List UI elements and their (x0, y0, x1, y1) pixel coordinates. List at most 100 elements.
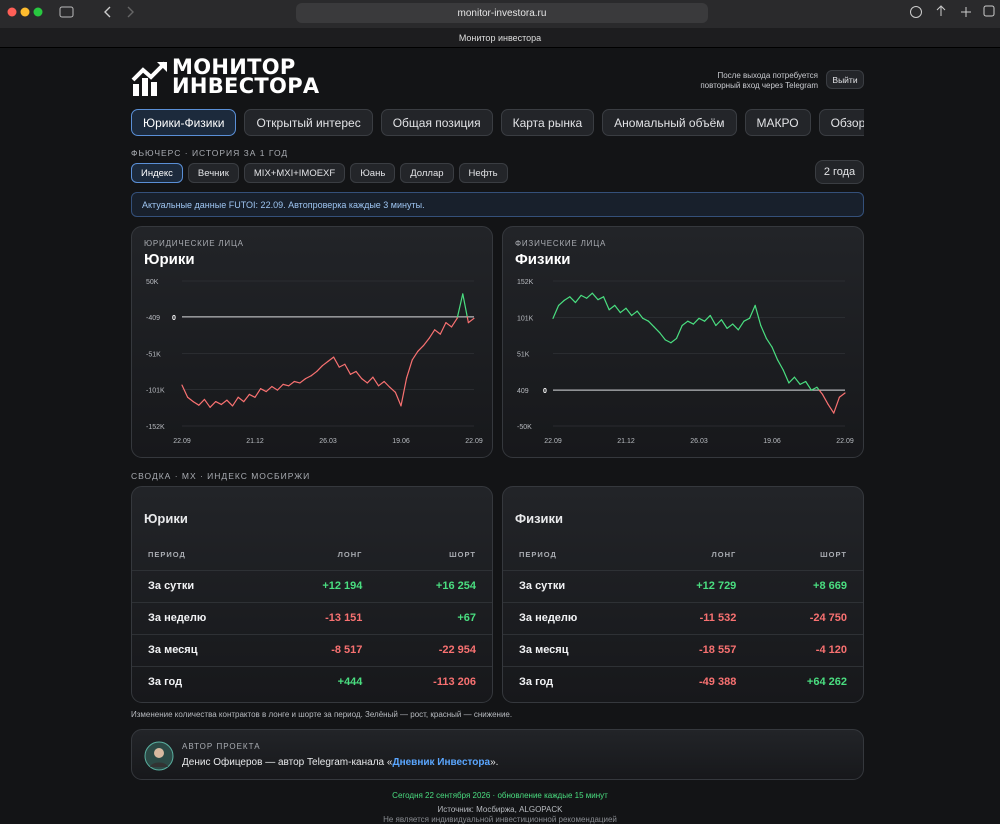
line-segment (828, 404, 834, 413)
line-segment (182, 385, 188, 397)
period-cell: За неделю (503, 602, 642, 634)
address-bar[interactable]: monitor-investora.ru (296, 3, 708, 23)
line-segment (609, 305, 615, 309)
line-segment (677, 326, 683, 339)
nav-tab[interactable]: Общая позиция (381, 109, 493, 136)
filter-chip[interactable]: MIX+MXI+IMOEXF (244, 163, 345, 183)
line-segment (429, 330, 435, 339)
line-segment (356, 371, 362, 378)
row: За сутки+12 729+8 669 (503, 570, 863, 602)
close[interactable] (8, 8, 17, 17)
x-tick-label: 22.09 (836, 438, 854, 445)
period-button[interactable]: 2 года (815, 160, 864, 184)
filter-chip[interactable]: Нефть (459, 163, 508, 183)
line-segment (283, 384, 289, 385)
column-header: ЛОНГ (642, 540, 753, 570)
value-cell: -18 557 (642, 634, 753, 666)
info-text: Актуальные данные FUTOI: 22.09. Автопров… (142, 200, 425, 210)
nav-tab[interactable]: Аномальный объём (602, 109, 736, 136)
line-segment (553, 305, 559, 318)
value-cell: +64 262 (752, 666, 863, 698)
nav-tab[interactable]: Открытый интерес (244, 109, 372, 136)
line-segment (620, 308, 626, 312)
filter-chip[interactable]: Индекс (131, 163, 183, 183)
x-tick-label: 19.06 (763, 438, 781, 445)
y-tick-label: 51K (517, 352, 530, 359)
line-segment (446, 323, 452, 327)
line-segment (345, 364, 351, 374)
column-header: ПЕРИОД (132, 540, 269, 570)
value-cell: -13 151 (269, 602, 378, 634)
column-header: ШОРТ (752, 540, 863, 570)
line-segment (227, 400, 233, 406)
y-tick-label: 101K (517, 316, 534, 323)
x-tick-label: 22.09 (544, 438, 562, 445)
forward[interactable] (128, 7, 133, 17)
x-tick-label: 22.09 (465, 438, 483, 445)
line-segment (682, 321, 688, 325)
line-segment (671, 338, 677, 342)
line-segment (350, 371, 356, 374)
tabs[interactable] (984, 6, 994, 16)
line-segment (575, 295, 581, 302)
nav-tab[interactable]: Обзор новостей (819, 109, 864, 136)
line-segment (823, 394, 829, 404)
line-segment (401, 378, 407, 406)
nav-tab[interactable]: Юрики-Физики (131, 109, 236, 136)
zoom[interactable] (34, 8, 43, 17)
nav-tab[interactable]: МАКРО (745, 109, 811, 136)
line-segment (193, 402, 199, 406)
back[interactable] (105, 7, 110, 17)
line-segment (738, 321, 744, 330)
downloads[interactable] (911, 7, 922, 18)
row: За сутки+12 194+16 254 (132, 570, 492, 602)
sidebar[interactable] (60, 7, 73, 17)
section-label: ФЬЮЧЕРС · ИСТОРИЯ ЗА 1 ГОД (131, 148, 288, 158)
y-tick-label: -101K (146, 387, 165, 394)
line-segment (665, 340, 671, 343)
filter-chip[interactable]: Юань (350, 163, 395, 183)
line-segment (322, 361, 328, 365)
new-tab[interactable] (961, 7, 971, 17)
x-tick-label: 26.03 (690, 438, 708, 445)
line-segment (778, 360, 784, 370)
x-tick-label: 22.09 (173, 438, 191, 445)
period-cell: За месяц (132, 634, 269, 666)
value-cell: +12 729 (642, 570, 753, 602)
line-segment (328, 357, 334, 361)
row: За неделю-11 532-24 750 (503, 602, 863, 634)
tab[interactable]: Монитор инвестора (0, 33, 1000, 43)
share[interactable] (937, 6, 945, 16)
chart-title: Юрики (144, 251, 195, 268)
line-segment (362, 379, 368, 383)
line-segment (598, 297, 604, 300)
line-segment (204, 399, 210, 407)
filter-chip[interactable]: Доллар (400, 163, 453, 183)
line-segment (423, 338, 429, 345)
line-segment (761, 326, 767, 339)
row: За год-49 388+64 262 (503, 666, 863, 698)
line-segment (721, 320, 727, 329)
chart-title: Физики (515, 251, 570, 268)
line-segment (255, 389, 261, 398)
logo-line: ИНВЕСТОРА (172, 77, 319, 96)
y-tick-label: -51K (146, 352, 161, 359)
logout-button[interactable]: Выйти (826, 70, 864, 89)
line-segment (626, 308, 632, 315)
table-title: Юрики (132, 487, 492, 540)
note: Изменение количества контрактов в лонге … (131, 710, 512, 719)
minimize[interactable] (21, 8, 30, 17)
filter-chip[interactable]: Вечник (188, 163, 239, 183)
line-segment (221, 400, 227, 404)
line-segment (699, 318, 705, 321)
line-segment (463, 294, 467, 317)
line-segment (452, 318, 458, 327)
author-link[interactable]: Дневник Инвестора (392, 757, 490, 768)
line-segment (468, 318, 474, 322)
line-segment (339, 364, 345, 367)
nav-tab[interactable]: Карта рынка (501, 109, 595, 136)
y-tick-label: -409 (146, 315, 160, 322)
